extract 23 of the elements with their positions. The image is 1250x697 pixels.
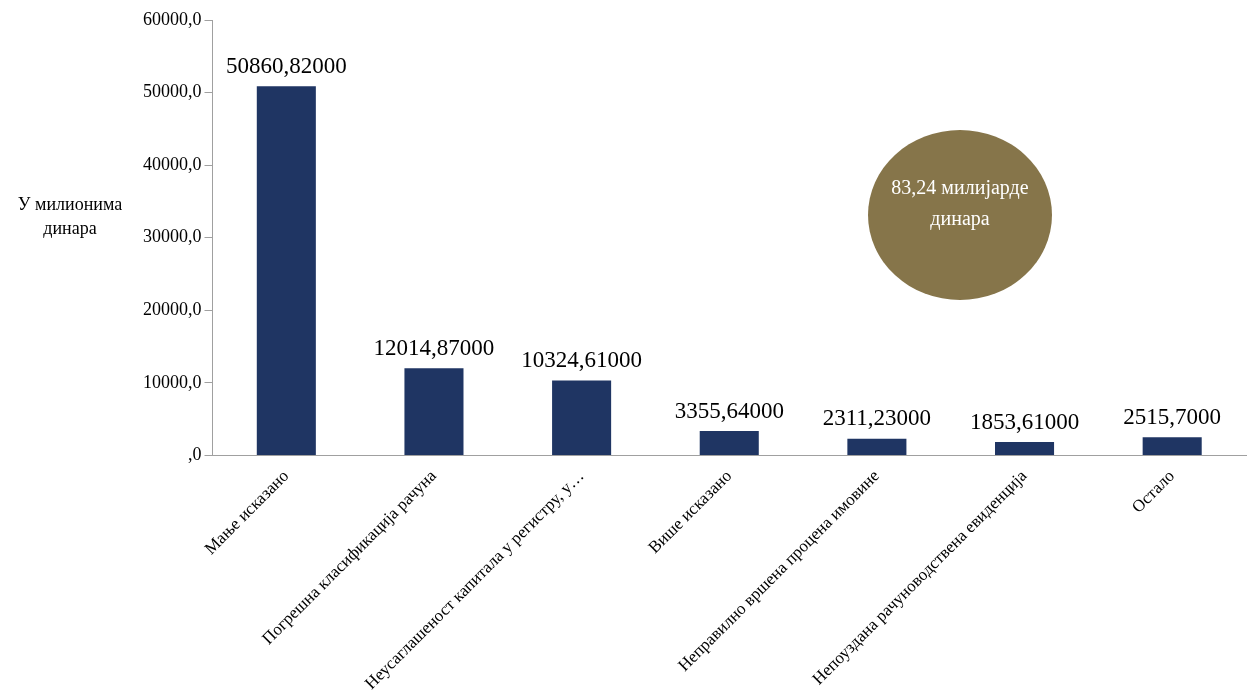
y-tick-label: 10000,0 bbox=[143, 371, 202, 392]
data-label: 10324,61000 bbox=[521, 347, 642, 373]
y-tick-label: 40000,0 bbox=[143, 153, 202, 174]
y-tick-label: ,0 bbox=[188, 444, 202, 465]
y-axis-title: У милионима динара bbox=[16, 193, 124, 240]
bar bbox=[552, 380, 612, 455]
bar bbox=[847, 438, 907, 455]
data-label: 2515,7000 bbox=[1123, 403, 1222, 429]
annotation: 83,24 милијарде динара bbox=[890, 175, 1030, 232]
data-label: 2311,23000 bbox=[822, 405, 932, 431]
bar bbox=[1142, 437, 1202, 455]
data-label: 3355,64000 bbox=[674, 397, 784, 423]
data-label: 12014,87000 bbox=[373, 334, 495, 360]
bar bbox=[404, 368, 464, 455]
bar bbox=[995, 441, 1055, 455]
y-tick-label: 60000,0 bbox=[143, 8, 202, 29]
data-label: 1853,61000 bbox=[969, 408, 1080, 434]
bar bbox=[256, 86, 316, 455]
y-tick-label: 30000,0 bbox=[143, 226, 202, 247]
y-tick-label: 50000,0 bbox=[143, 81, 202, 102]
bar bbox=[699, 431, 759, 455]
data-label: 50860,82000 bbox=[225, 52, 347, 78]
y-tick-label: 20000,0 bbox=[143, 299, 202, 319]
